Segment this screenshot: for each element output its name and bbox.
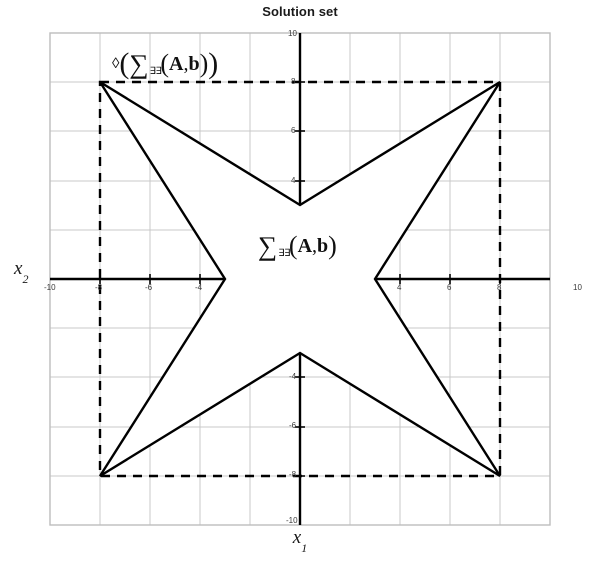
solution-set-annotation: ∑∃∃(A,b)	[258, 228, 337, 261]
x-axis-label-base: x	[292, 527, 302, 548]
set-annot-open-paren: (	[288, 231, 298, 260]
x-axis-label: x1	[292, 527, 308, 555]
xtick-label--8: -8	[95, 283, 103, 292]
ytick-label-10: 10	[288, 29, 297, 38]
y-axis-label: x2	[14, 258, 29, 286]
box-annot-arg-b: b	[188, 53, 200, 75]
diamond-icon: ◊	[112, 56, 120, 72]
box-annot-inner-open-paren: (	[160, 49, 169, 78]
set-annot-subscript: ∃∃	[278, 248, 290, 259]
set-annot-comma: ,	[312, 235, 318, 257]
box-annot-close-paren: )	[208, 47, 219, 80]
xtick-label--6: -6	[145, 283, 153, 292]
x-axis-label-subscript: 1	[301, 540, 308, 555]
set-annot-close-paren: )	[328, 231, 337, 260]
ytick-label--10: -10	[286, 516, 298, 525]
box-annot-subscript: ∃∃	[149, 66, 162, 77]
set-annot-arg-A: A	[297, 235, 313, 257]
bounding-box-annotation: ◊(∑∃∃(A,b))	[112, 44, 219, 80]
xtick-label-10: 10	[573, 283, 582, 292]
ytick-label-6: 6	[291, 126, 296, 135]
xtick-label-4: 4	[397, 283, 402, 292]
ytick-label--8: -8	[289, 470, 297, 479]
ytick-label-4: 4	[291, 176, 296, 185]
xtick-label--10: -10	[44, 283, 56, 292]
ytick-label-8: 8	[291, 77, 296, 86]
box-annot-inner-close-paren: )	[199, 49, 209, 78]
page-title: Solution set	[262, 4, 338, 19]
xtick-label-8: 8	[497, 283, 502, 292]
box-annot-comma: ,	[183, 53, 189, 75]
xtick-label-6: 6	[447, 283, 452, 292]
set-annot-arg-b: b	[317, 235, 329, 257]
solution-set-polygon	[98, 80, 502, 478]
box-annot-open-paren: (	[119, 47, 130, 80]
box-annot-arg-A: A	[168, 53, 184, 75]
y-axis-label-base: x	[14, 258, 23, 279]
xtick-label--4: -4	[195, 283, 203, 292]
y-axis-label-subscript: 2	[22, 271, 29, 286]
ytick-label--4: -4	[289, 372, 297, 381]
sigma-icon: ∑	[258, 231, 278, 261]
sigma-icon: ∑	[129, 49, 149, 79]
ytick-label--6: -6	[289, 421, 297, 430]
